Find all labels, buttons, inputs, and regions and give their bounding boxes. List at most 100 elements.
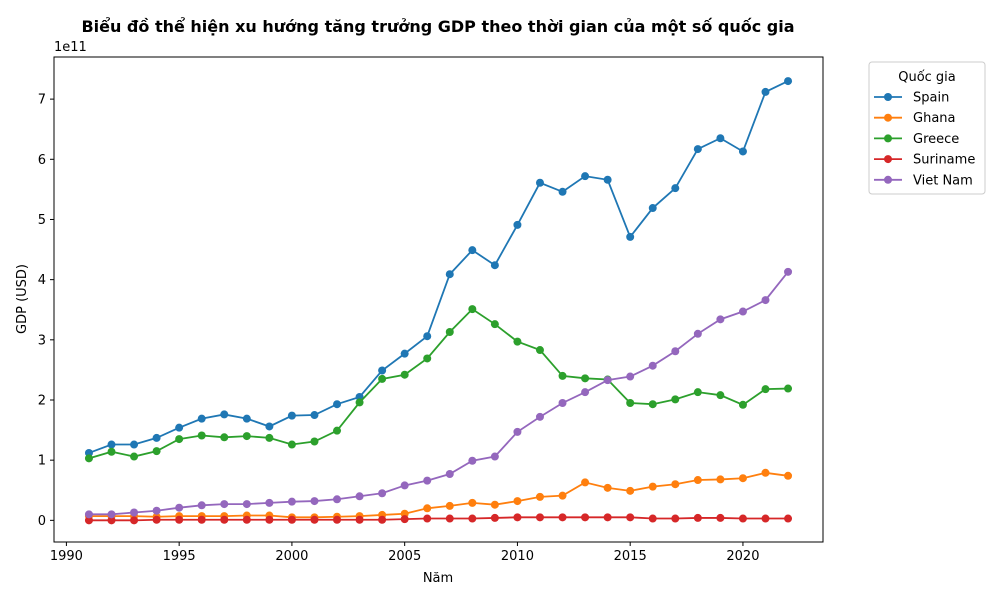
data-point: [716, 513, 725, 522]
data-point: [423, 332, 432, 341]
data-point: [310, 437, 319, 446]
data-point: [445, 501, 454, 510]
data-point: [490, 513, 499, 522]
data-point: [761, 87, 770, 96]
data-point: [400, 349, 409, 358]
data-point: [445, 470, 454, 479]
data-point: [468, 514, 477, 523]
data-point: [242, 500, 251, 509]
legend-label: Ghana: [913, 111, 956, 126]
data-point: [513, 220, 522, 229]
data-point: [784, 267, 793, 276]
series-line: [88, 271, 789, 516]
series-viet-nam: [84, 267, 793, 519]
data-point: [490, 452, 499, 461]
data-point: [693, 388, 702, 397]
data-point: [513, 513, 522, 522]
data-point: [355, 398, 364, 407]
data-point: [107, 440, 116, 449]
data-point: [423, 354, 432, 363]
data-point: [513, 337, 522, 346]
legend-label: Spain: [913, 91, 949, 106]
data-point: [107, 447, 116, 456]
legend-item: Spain: [874, 91, 949, 106]
data-point: [197, 515, 206, 524]
data-point: [175, 423, 184, 432]
legend-label: Suriname: [913, 153, 975, 168]
data-point: [716, 475, 725, 484]
data-point: [287, 497, 296, 506]
series-greece: [84, 305, 793, 463]
data-point: [626, 513, 635, 522]
data-point: [107, 516, 116, 525]
data-point: [535, 346, 544, 355]
data-point: [716, 315, 725, 324]
y-tick-label: 4: [38, 273, 46, 288]
data-point: [581, 388, 590, 397]
data-point: [333, 426, 342, 435]
data-point: [84, 510, 93, 519]
data-point: [310, 515, 319, 524]
data-point: [265, 515, 274, 524]
x-tick-label: 1995: [163, 549, 196, 564]
legend-item: Greece: [874, 132, 959, 147]
data-point: [197, 431, 206, 440]
data-point: [400, 481, 409, 490]
data-point: [175, 503, 184, 512]
data-point: [220, 500, 229, 509]
plot-area: [53, 56, 824, 543]
data-point: [535, 178, 544, 187]
series-suriname: [84, 513, 793, 525]
data-point: [671, 347, 680, 356]
data-point: [220, 410, 229, 419]
data-point: [626, 486, 635, 495]
data-point: [558, 491, 567, 500]
data-point: [761, 296, 770, 305]
data-point: [716, 134, 725, 143]
data-point: [152, 433, 161, 442]
data-point: [152, 447, 161, 456]
data-point: [468, 246, 477, 255]
data-point: [558, 398, 567, 407]
legend-swatch-marker: [884, 113, 892, 122]
data-point: [265, 498, 274, 507]
data-point: [445, 514, 454, 523]
data-point: [423, 514, 432, 523]
legend-item: Ghana: [874, 111, 956, 126]
legend: Quốc gia Spain Ghana Greece Suriname Viet Na…: [868, 61, 986, 195]
data-point: [716, 391, 725, 400]
x-tick-label: 2005: [388, 549, 421, 564]
chart-title: Biểu đồ thể hiện xu hướng tăng trưởng GD…: [81, 17, 794, 36]
legend-label: Greece: [913, 132, 959, 147]
data-point: [581, 374, 590, 383]
data-point: [197, 414, 206, 423]
data-point: [513, 427, 522, 436]
y-tick-label: 2: [38, 393, 46, 408]
data-point: [175, 515, 184, 524]
y-axis: 0 1 2 3 4 5 6 7: [38, 93, 54, 529]
data-point: [535, 412, 544, 421]
legend-swatch-marker: [884, 134, 892, 143]
data-point: [84, 454, 93, 463]
data-point: [535, 492, 544, 501]
data-point: [784, 471, 793, 480]
data-point: [355, 515, 364, 524]
data-point: [738, 307, 747, 316]
data-point: [558, 513, 567, 522]
data-point: [581, 513, 590, 522]
data-point: [603, 175, 612, 184]
data-point: [648, 400, 657, 409]
y-tick-label: 0: [38, 514, 46, 529]
data-point: [761, 514, 770, 523]
data-point: [671, 184, 680, 193]
y-axis-label: GDP (USD): [15, 264, 30, 334]
data-point: [671, 480, 680, 489]
data-point: [333, 495, 342, 504]
data-point: [242, 432, 251, 441]
data-point: [603, 483, 612, 492]
legend-swatch-marker: [884, 175, 892, 184]
legend-items: Spain Ghana Greece Suriname Viet Nam: [874, 91, 975, 188]
data-point: [107, 510, 116, 519]
data-point: [468, 305, 477, 314]
data-point: [490, 500, 499, 509]
